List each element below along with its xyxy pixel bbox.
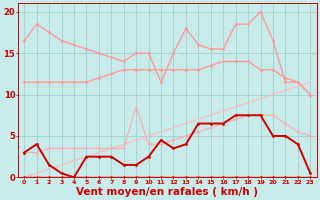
- X-axis label: Vent moyen/en rafales ( km/h ): Vent moyen/en rafales ( km/h ): [76, 187, 258, 197]
